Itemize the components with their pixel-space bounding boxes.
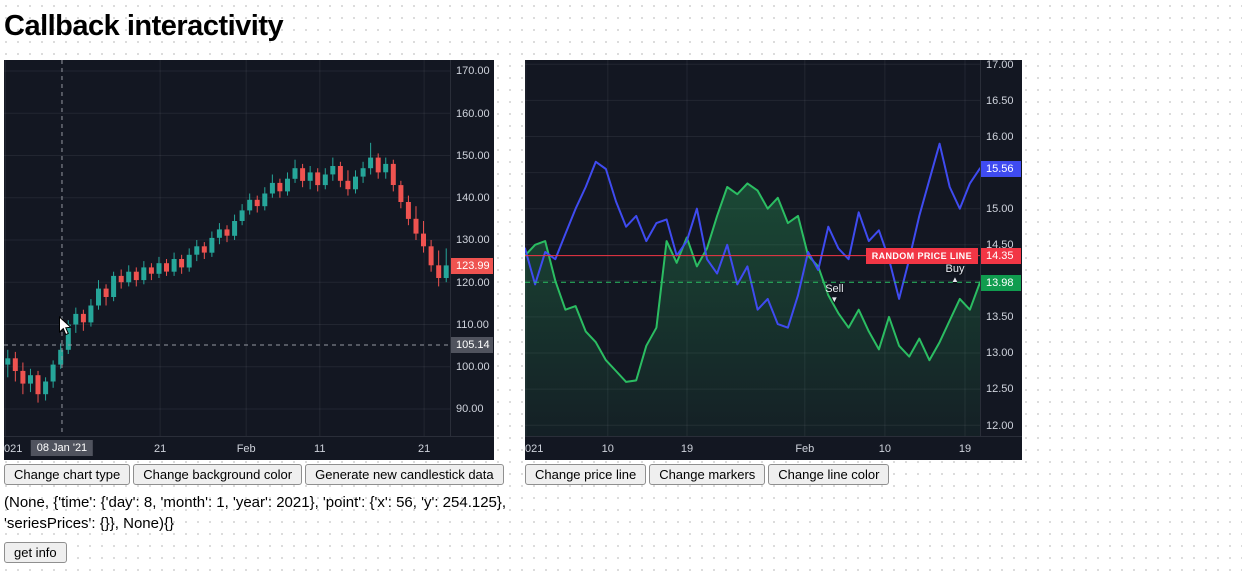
price-label: 14.35 <box>981 247 1021 264</box>
price-axis[interactable]: 17.0016.5016.0015.5015.0014.5014.0013.50… <box>980 60 1021 437</box>
price-label: 123.99 <box>451 257 493 274</box>
price-label: 105.14 <box>451 337 493 354</box>
price-line-title: RANDOM PRICE LINE <box>865 247 978 264</box>
change-line-color-button[interactable]: Change line color <box>768 464 890 486</box>
price-tick-label: 110.00 <box>456 318 489 331</box>
page-title: Callback interactivity <box>4 10 284 42</box>
time-tick-label: Feb <box>795 443 815 456</box>
crosshair-time-label: 08 Jan '21 <box>30 440 94 457</box>
price-tick-label: 13.50 <box>986 311 1014 324</box>
price-tick-label: 130.00 <box>456 234 490 247</box>
price-tick-label: 170.00 <box>456 65 490 78</box>
arrow-up-icon: ▲ <box>951 274 959 284</box>
marker-text: Buy <box>945 262 965 275</box>
price-axis[interactable]: 170.00 160.00 150.00 140.00 130.00 120.00 110.… <box>450 60 493 437</box>
price-tick-label: 12.00 <box>986 419 1014 432</box>
candlestick-plot[interactable] <box>4 60 450 437</box>
generate-new-candlestick-data-button[interactable]: Generate new candlestick data <box>305 464 504 486</box>
price-label: 13.98 <box>981 274 1021 291</box>
price-tick-label: 140.00 <box>456 192 490 205</box>
get-info-wrap: get info <box>4 541 509 563</box>
marker-text: Sell <box>825 283 844 296</box>
price-tick-label: 12.50 <box>986 383 1014 396</box>
price-tick-label: 90.00 <box>456 403 484 416</box>
time-axis[interactable]: 021 21 Feb 11 21 08 Jan '21 <box>4 436 494 459</box>
price-tick-label: 160.00 <box>456 107 490 120</box>
price-tick-label: 100.00 <box>456 361 490 374</box>
time-tick-label: 21 <box>153 443 167 456</box>
price-tick-label: 15.00 <box>986 203 1014 215</box>
get-info-button[interactable]: get info <box>4 541 67 563</box>
line-chart[interactable]: RANDOM PRICE LINE Sell ▼ Buy ▲ 17.00 16.50 16.0… <box>525 60 1022 461</box>
candlestick-chart[interactable]: 170.00 160.00 150.00 140.00 130.00 120.00 110.… <box>4 60 494 461</box>
time-tick-label: 10 <box>878 443 892 456</box>
change-chart-type-button[interactable]: Change chart type <box>4 464 131 486</box>
change-background-color-button[interactable]: Change background color <box>133 464 303 486</box>
left-panel: 170.00 160.00 150.00 140.00 130.00 120.00 110.… <box>4 60 509 563</box>
change-price-line-button[interactable]: Change price line <box>525 464 647 486</box>
right-panel: RANDOM PRICE LINE Sell ▼ Buy ▲ 17.00 16.50 16.0… <box>525 60 1022 486</box>
callback-output: (None, {'time': {'day': 8, 'month': 1, '… <box>4 494 507 532</box>
arrow-down-icon: ▼ <box>830 295 839 305</box>
charts-row: 170.00 160.00 150.00 140.00 130.00 120.00 110.… <box>4 60 1238 563</box>
price-label: 15.56 <box>981 160 1021 177</box>
time-tick-label: Feb <box>236 443 256 456</box>
time-tick-label: 19 <box>680 443 694 456</box>
price-tick-label: 150.00 <box>456 149 490 162</box>
price-tick-label: 13.00 <box>986 347 1014 360</box>
sell-marker: Sell ▼ <box>825 283 843 305</box>
change-markers-button[interactable]: Change markers <box>649 464 766 486</box>
price-tick-label: 17.00 <box>986 60 1014 71</box>
left-chart-buttons: Change chart type Change background color… <box>4 464 509 486</box>
time-tick-label: 021 <box>4 443 23 456</box>
time-tick-label: 021 <box>525 443 544 456</box>
right-chart-buttons: Change price line Change markers Change li… <box>525 464 1022 486</box>
time-tick-label: 10 <box>601 443 614 456</box>
time-tick-label: 11 <box>314 443 326 456</box>
price-tick-label: 16.50 <box>986 94 1014 107</box>
price-tick-label: 120.00 <box>456 276 490 289</box>
buy-marker: Buy ▲ <box>945 263 964 285</box>
time-tick-label: 21 <box>418 443 431 456</box>
line-plot[interactable]: RANDOM PRICE LINE Sell ▼ Buy ▲ <box>525 60 980 437</box>
time-axis[interactable]: 021 10 19 Feb 10 19 <box>525 436 1022 459</box>
price-tick-label: 16.00 <box>986 130 1014 143</box>
time-tick-label: 19 <box>958 443 972 456</box>
